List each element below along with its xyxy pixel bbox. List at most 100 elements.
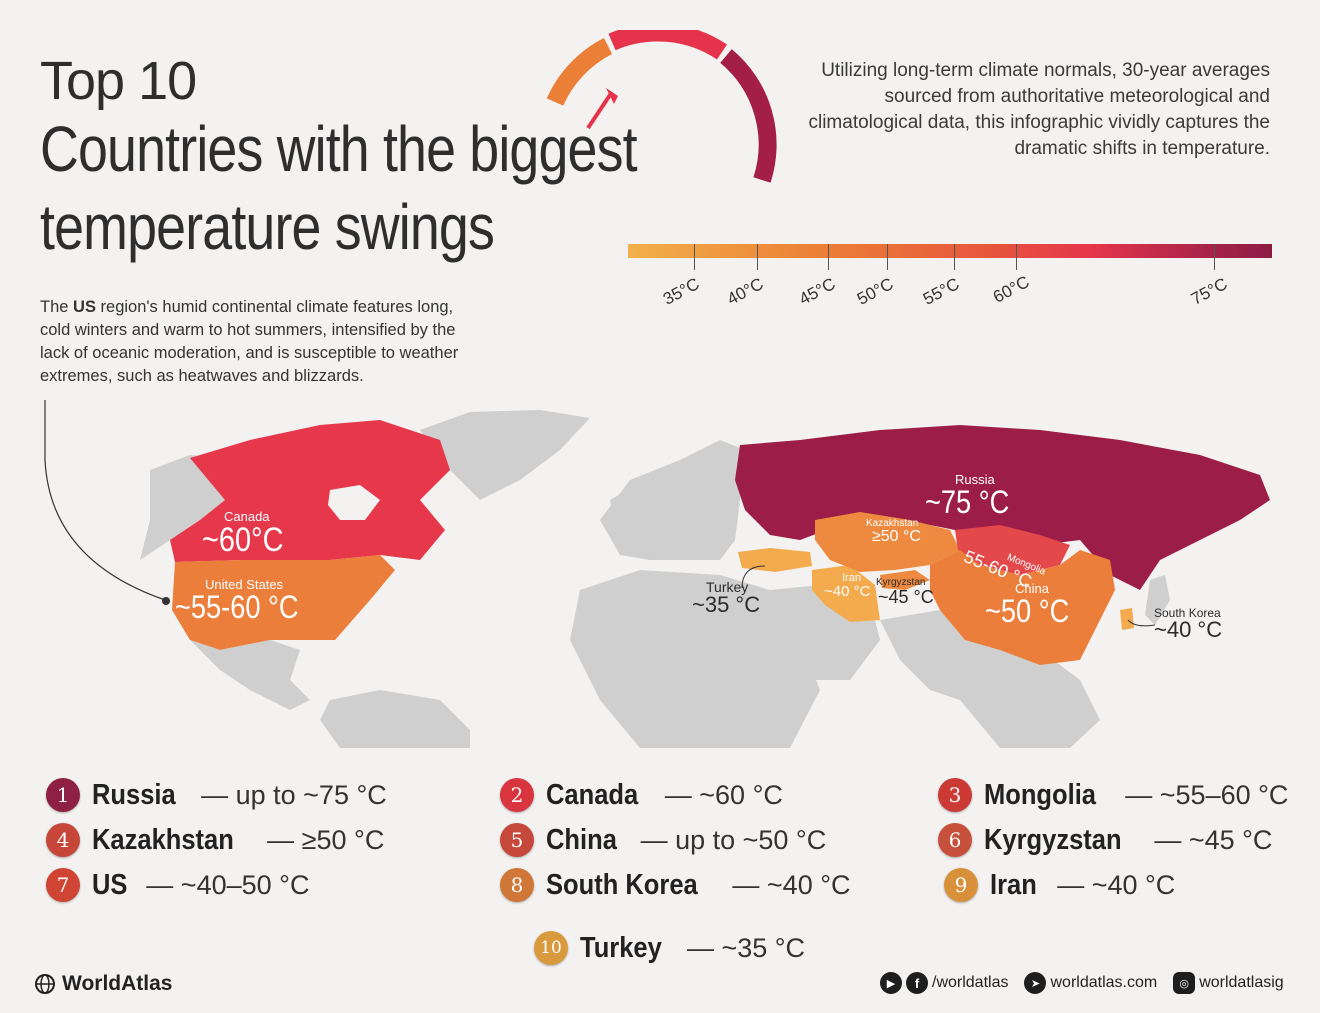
instagram-icon[interactable]: ◎ [1173,972,1196,994]
scale-tick [1214,244,1215,270]
kazakhstan-region [815,512,960,572]
turkey-region [738,548,812,572]
iran-region [812,565,880,622]
canada-region [170,420,450,562]
ranking-country: Mongolia [984,778,1096,811]
brand-name: WorldAtlas [62,972,173,995]
social-links: ▶ f /worldatlas ➤ worldatlas.com ◎ world… [880,972,1284,994]
ranking-value: — ~45 °C [1154,824,1273,855]
ranking-row: 10 Turkey — ~35 °C [534,931,805,965]
scale-label: 45°C [796,274,839,309]
rank-badge: 4 [46,823,80,857]
scale-tick [694,244,695,270]
china-map-label: China ~50 °C [985,581,1070,629]
ranking-row: 8 South Korea — ~40 °C [500,868,851,902]
ranking-country: Canada [546,778,639,811]
kyrgyzstan-region [880,570,930,590]
alaska-region [140,455,230,560]
ranking-row: 3 Mongolia — ~55–60 °C [938,778,1288,812]
rank-badge: 7 [46,868,80,902]
scale-label: 75°C [1188,274,1231,309]
russia-region [735,425,1270,590]
scale-tick [828,244,829,270]
world-map [44,400,1270,748]
ranking-value: — ~40 °C [732,869,851,900]
scale-label: 60°C [990,272,1033,307]
turkey-pointer-line [741,565,766,589]
us-region [172,555,395,650]
title-top: Top 10 [40,51,197,111]
japan-region [1145,575,1170,625]
temperature-scale-bar [628,244,1272,258]
russia-map-label: Russia ~75 °C [925,472,1010,520]
ranking-value: — up to ~50 °C [640,824,827,855]
ranking-value: — ~40 °C [1057,869,1176,900]
ranking-row: 6 Kyrgyzstan — ~45 °C [938,823,1272,857]
scale-tick [954,244,955,270]
ranking-country: Russia [92,778,176,811]
iran-map-label: Iran ~40 °C [824,572,871,600]
ranking-row: 2 Canada — ~60 °C [500,778,783,812]
thermometer-gauge-icon [546,30,777,183]
south-america-region [320,690,470,748]
scale-tick [757,244,758,270]
ranking-row: 7 US — ~40–50 °C [46,868,309,902]
us-description: The US region's humid continental climat… [40,298,459,385]
hudson-bay [328,485,380,520]
canada-map-label: Canada ~60°C [202,509,284,559]
ranking-value: — ~55–60 °C [1125,779,1289,810]
rank-badge: 1 [46,778,80,812]
website-link[interactable]: worldatlas.com [1050,974,1158,991]
ranking-value: — ~35 °C [686,932,806,963]
africa-region [570,570,820,748]
worldatlas-brand[interactable]: WorldAtlas [34,972,172,996]
headline: Countries with the biggest temperature s… [40,113,638,263]
rank-badge: 10 [534,931,568,965]
south-korea-map-label: South Korea ~40 °C [1154,606,1223,642]
scale-tick [887,244,888,270]
ranking-country: South Korea [546,868,698,901]
ranking-country: Kazakhstan [92,823,234,856]
intro-text: Utilizing long-term climate normals, 30-… [808,60,1270,159]
us-map-label: United States ~55-60 °C [175,577,299,625]
scale-tick [1016,244,1017,270]
turkey-map-label: Turkey ~35 °C [692,579,761,617]
mongolia-region [955,525,1070,575]
china-region [930,550,1115,665]
ranking-value: — ~60 °C [664,779,783,810]
ranking-country: Kyrgyzstan [984,823,1122,856]
ranking-value: — up to ~75 °C [201,779,387,810]
ranking-row: 9 Iran — ~40 °C [944,868,1175,902]
ranking-row: 1 Russia — up to ~75 °C [46,778,387,812]
south-korea-region [1120,608,1134,630]
kazakhstan-map-label: Kazakhstan ≥50 °C [866,518,921,545]
scale-label: 50°C [854,274,897,309]
mexico-region [190,640,310,710]
ranking-value: — ~40–50 °C [146,869,310,900]
us-annotation-line [44,400,166,601]
rank-badge: 5 [500,823,534,857]
europe-region [600,440,745,560]
ranking-country: US [92,868,128,901]
ranking-value: — ≥50 °C [267,824,385,855]
scale-label: 40°C [724,274,767,309]
facebook-icon[interactable]: f [906,972,928,994]
uk-region [610,492,628,525]
ranking-country: Iran [990,868,1037,901]
rank-badge: 6 [938,823,972,857]
cursor-icon: ➤ [1024,972,1047,994]
instagram-link[interactable]: worldatlasig [1199,974,1284,991]
south-korea-pointer-line [1127,619,1156,627]
rank-badge: 8 [500,868,534,902]
rank-badge: 9 [944,868,978,902]
scale-label: 35°C [660,274,703,309]
social-handle-link[interactable]: /worldatlas [932,974,1009,991]
us-annotation-dot [162,597,170,605]
ranking-country: Turkey [580,931,662,964]
globe-icon [35,974,55,994]
ranking-row: 5 China — up to ~50 °C [500,823,826,857]
ranking-row: 4 Kazakhstan — ≥50 °C [46,823,384,857]
youtube-icon[interactable]: ▶ [880,972,902,994]
south-asia-region [880,610,1100,748]
scale-label: 55°C [920,274,963,309]
